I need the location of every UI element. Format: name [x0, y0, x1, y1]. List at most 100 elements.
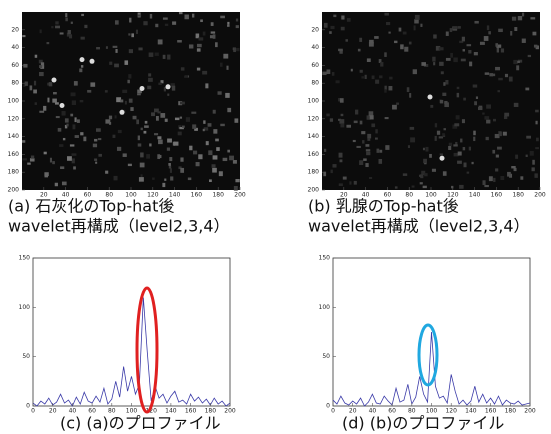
noise — [128, 33, 131, 36]
noise — [534, 173, 538, 178]
noise — [346, 18, 351, 22]
noise — [192, 124, 197, 129]
y-tick-label: 80 — [311, 80, 319, 87]
noise — [444, 102, 449, 108]
noise — [154, 133, 159, 136]
image — [322, 12, 540, 190]
noise — [411, 185, 415, 188]
y-tick-label: 60 — [311, 62, 319, 69]
noise — [39, 29, 42, 34]
x-tick-label: 80 — [108, 408, 116, 415]
x-tick-label: 60 — [84, 192, 92, 199]
noise — [375, 137, 378, 140]
noise — [453, 152, 459, 157]
noise — [460, 138, 463, 143]
noise — [378, 158, 383, 164]
noise — [181, 125, 185, 128]
noise — [220, 123, 225, 127]
noise — [525, 87, 530, 91]
noise — [361, 131, 366, 135]
noise — [388, 86, 393, 91]
y-tick-label: 40 — [311, 44, 319, 51]
noise — [449, 28, 453, 33]
x-tick-label: 20 — [40, 192, 48, 199]
noise — [331, 72, 335, 76]
noise — [500, 48, 505, 53]
noise — [54, 102, 59, 105]
noise — [61, 111, 66, 116]
noise — [23, 84, 26, 88]
noise — [169, 157, 173, 162]
noise — [208, 150, 213, 156]
noise — [359, 160, 364, 166]
noise — [210, 22, 214, 26]
noise — [353, 120, 358, 124]
noise — [515, 154, 519, 159]
x-tick-label: 40 — [62, 192, 70, 199]
y-tick-label: 100 — [308, 98, 320, 105]
noise — [147, 85, 152, 90]
noise — [157, 111, 161, 114]
noise — [124, 60, 129, 65]
noise — [105, 119, 111, 124]
noise — [485, 136, 489, 141]
x-tick-label: 80 — [408, 408, 416, 415]
noise — [492, 118, 497, 122]
noise — [452, 26, 458, 30]
noise — [178, 125, 182, 129]
noise — [128, 74, 132, 79]
noise — [114, 115, 117, 119]
noise — [511, 16, 517, 21]
noise — [202, 70, 208, 75]
noise — [148, 52, 154, 57]
noise — [202, 128, 205, 132]
y-tick-label: 0 — [26, 403, 30, 410]
noise — [70, 92, 76, 97]
bright-spot — [165, 84, 171, 90]
noise — [164, 23, 169, 26]
noise — [452, 124, 458, 129]
noise — [217, 91, 222, 95]
noise — [47, 97, 50, 103]
bright-spot — [427, 94, 433, 100]
noise — [423, 158, 427, 164]
noise — [329, 31, 332, 34]
noise — [116, 97, 122, 103]
noise — [72, 124, 76, 130]
noise — [179, 116, 183, 119]
noise — [195, 33, 200, 39]
noise — [129, 17, 132, 23]
noise — [431, 168, 436, 172]
noise — [326, 113, 330, 117]
noise — [442, 92, 447, 97]
noise — [61, 181, 67, 186]
noise — [233, 47, 236, 53]
y-tick-label: 150 — [319, 255, 331, 262]
noise — [473, 130, 476, 136]
noise — [398, 27, 402, 32]
noise — [210, 31, 216, 34]
noise — [498, 28, 503, 33]
noise — [474, 20, 479, 24]
noise — [323, 148, 327, 152]
noise — [219, 62, 223, 67]
noise — [208, 179, 212, 182]
noise — [138, 47, 143, 51]
noise — [185, 117, 190, 122]
noise — [442, 134, 446, 137]
x-tick-label: 60 — [384, 192, 392, 199]
noise — [497, 146, 502, 150]
noise — [326, 69, 331, 75]
noise — [445, 57, 451, 61]
noise — [196, 48, 201, 52]
noise — [234, 118, 239, 123]
noise — [47, 82, 50, 86]
noise — [132, 115, 137, 120]
noise — [374, 36, 379, 39]
noise — [79, 99, 84, 103]
noise — [407, 145, 411, 149]
noise — [209, 35, 214, 39]
noise — [157, 154, 161, 159]
noise — [122, 89, 128, 94]
